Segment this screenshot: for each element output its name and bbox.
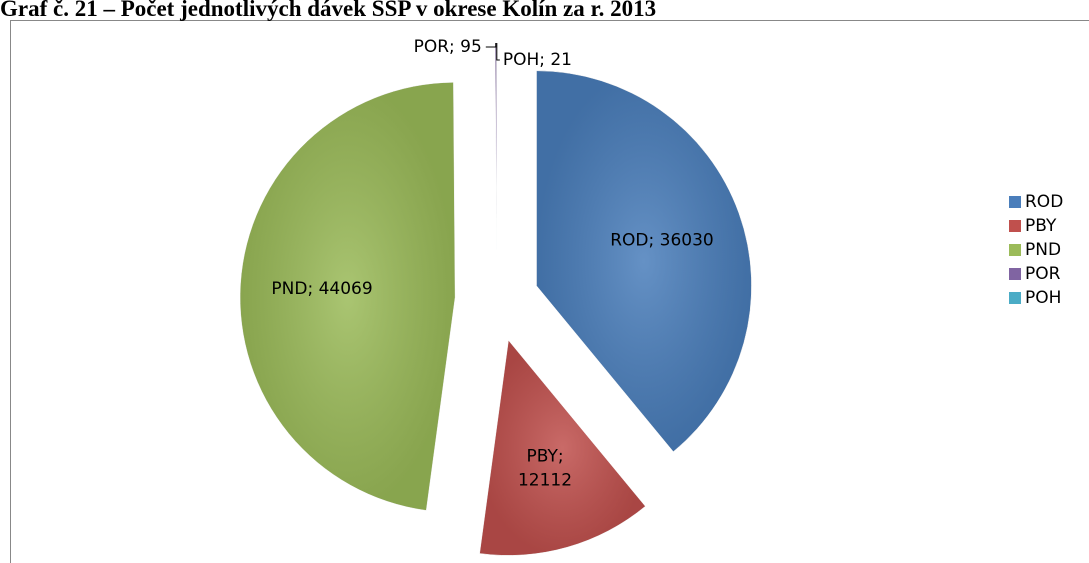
data-label-line: 12112 <box>518 471 572 491</box>
legend-label: ROD <box>1025 192 1063 212</box>
data-label: PND; 44069 <box>271 279 372 299</box>
legend-label: PBY <box>1025 216 1057 236</box>
leader-line <box>485 43 497 48</box>
legend-swatch <box>1009 268 1021 280</box>
data-label: ROD; 36030 <box>610 231 714 251</box>
pie: ROD; 36030 PBY; 12112 PND; 44069 POR; 95 POH;… <box>239 37 752 556</box>
legend-swatch <box>1009 292 1021 304</box>
slice-shade <box>536 70 752 452</box>
legend-label: POR <box>1025 264 1061 284</box>
chart-frame <box>10 20 1089 563</box>
legend-swatch <box>1009 220 1021 232</box>
leader-line <box>496 43 500 61</box>
chart-title: Graf č. 21 – Počet jednotlivých dávek SS… <box>0 0 656 21</box>
legend-swatch <box>1009 244 1021 256</box>
legend-swatch <box>1009 196 1021 208</box>
slice-shade <box>479 340 646 556</box>
data-label: POR; 95 <box>414 37 482 57</box>
legend-label: PND <box>1025 240 1061 260</box>
slice-shade <box>240 82 456 511</box>
legend-label: POH <box>1025 288 1061 308</box>
data-label: PBY; 12112 <box>518 447 572 491</box>
data-label: POH; 21 <box>503 50 572 70</box>
slice-shade <box>495 43 497 259</box>
legend: ROD PBY PND POR POH <box>1009 192 1063 308</box>
data-label-line: PBY; <box>526 447 563 467</box>
